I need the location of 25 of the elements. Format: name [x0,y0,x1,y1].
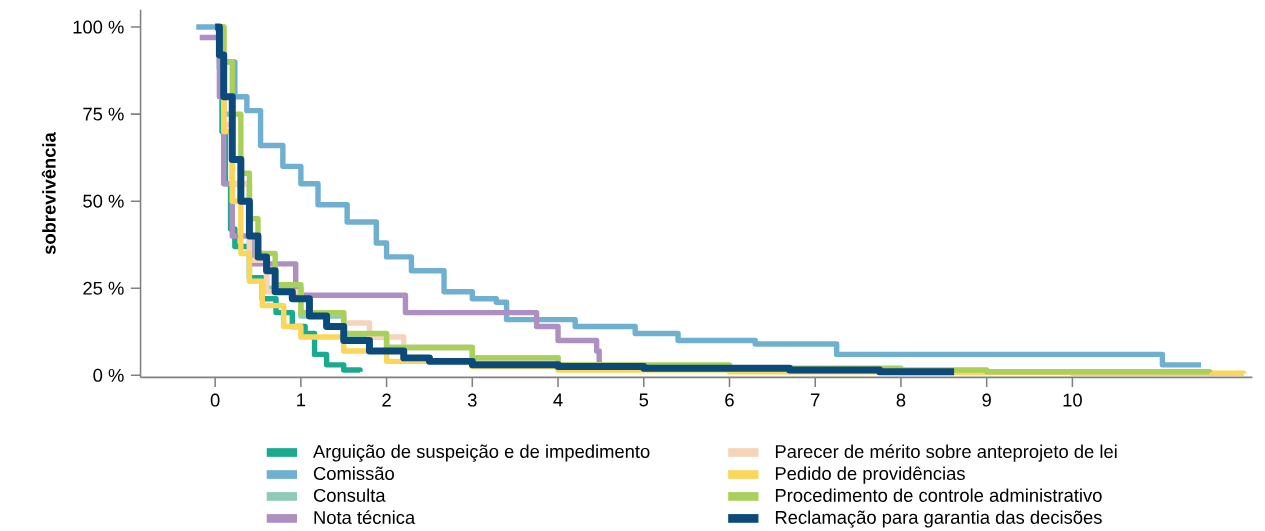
y-tick-label: 0 % [93,368,124,382]
y-tick-label: 50 % [83,194,124,208]
x-tick-label: 7 [811,393,820,407]
x-tick-label: 10 [1063,393,1082,407]
x-tick-label: 0 [210,393,220,407]
x-tick-label: 3 [467,393,477,407]
legend-label: Pedido de providências [775,466,965,484]
x-tick-label: 8 [896,393,906,407]
legend-label: Nota técnica [314,510,416,524]
x-tick-label: 5 [639,393,649,407]
legend-label: Comissão [313,466,394,480]
legend-label: Procedimento de controle administrativo [775,488,1102,502]
legend-label: Reclamação para garantia das decisões [775,510,1102,528]
legend-label: Parecer de mérito sobre anteprojeto de lei [775,444,1117,462]
x-tick-label: 6 [725,393,734,407]
x-tick-label: 2 [382,393,391,407]
y-tick-label: 75 % [83,107,124,121]
y-axis-title: sobrevivência [41,131,56,255]
legend-label: Arguição de suspeição e de impedimento [313,444,650,462]
y-tick-label: 100 % [73,20,124,34]
x-tick-label: 1 [297,393,306,407]
x-tick-label: 9 [982,393,991,407]
x-tick-label: 4 [553,393,563,407]
legend-label: Consulta [313,488,386,502]
y-tick-label: 25 % [83,281,124,295]
